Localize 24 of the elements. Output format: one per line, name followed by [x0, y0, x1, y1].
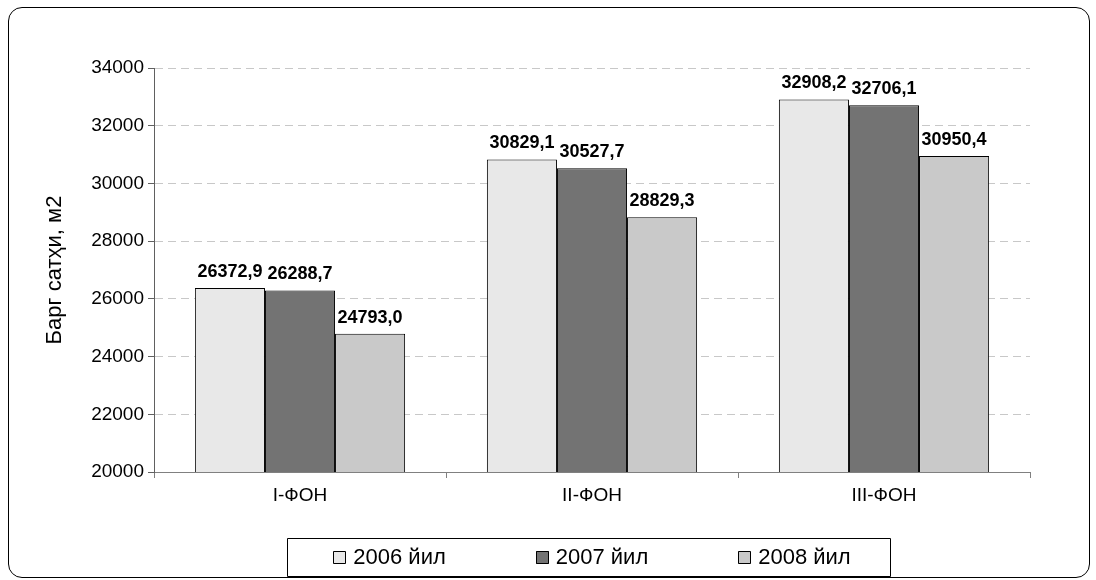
- data-label: 26372,9: [197, 261, 263, 282]
- data-label: 26288,7: [267, 263, 333, 284]
- legend-label: 2006 йил: [353, 544, 446, 570]
- data-label: 28829,3: [629, 190, 695, 211]
- data-label: 32908,2: [781, 72, 847, 93]
- y-tick-label: 30000: [91, 171, 144, 193]
- data-label: 30527,7: [559, 141, 625, 162]
- y-tick-label: 26000: [91, 287, 144, 309]
- y-tick-label: 20000: [91, 460, 144, 482]
- y-tick-label: 34000: [91, 56, 144, 78]
- y-axis-title: Барг сатҳи, м2: [41, 195, 67, 345]
- data-label: 30829,1: [489, 132, 555, 153]
- data-label: 30950,4: [921, 128, 987, 149]
- legend-label: 2008 йил: [758, 544, 851, 570]
- legend-label: 2007 йил: [555, 544, 649, 570]
- data-label: 32706,1: [851, 78, 917, 99]
- x-tick-label: I-ФОН: [272, 483, 328, 505]
- data-label: 24793,0: [337, 306, 403, 327]
- x-tick-label: II-ФОН: [562, 483, 622, 505]
- y-tick-label: 28000: [91, 229, 144, 251]
- y-tick-label: 22000: [91, 402, 144, 424]
- x-tick-label: III-ФОН: [851, 483, 917, 505]
- y-tick-label: 32000: [91, 113, 144, 135]
- y-tick-label: 24000: [91, 344, 144, 366]
